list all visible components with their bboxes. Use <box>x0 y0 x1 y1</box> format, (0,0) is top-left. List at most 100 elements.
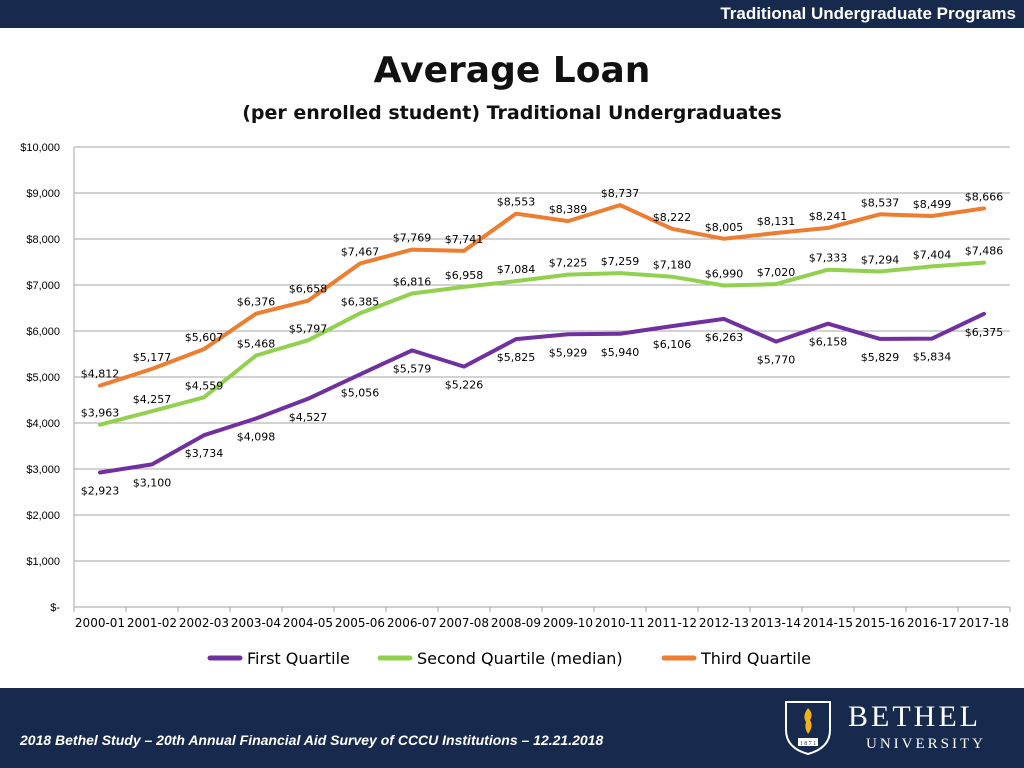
data-label: $6,658 <box>289 283 328 296</box>
y-tick-label: $9,000 <box>26 188 60 200</box>
legend-label: First Quartile <box>247 649 350 668</box>
data-label: $5,825 <box>497 351 536 364</box>
logo-name: BETHEL <box>848 700 981 733</box>
x-tick-label: 2008-09 <box>491 616 541 630</box>
data-label: $2,923 <box>81 485 120 498</box>
data-label: $8,737 <box>601 187 640 200</box>
chart-title: Average Loan <box>373 50 651 91</box>
x-tick-label: 2014-15 <box>803 616 853 630</box>
data-label: $5,056 <box>341 386 380 399</box>
data-label: $5,834 <box>913 351 952 364</box>
data-label: $4,527 <box>289 411 328 424</box>
line-chart: $- $1,000 $2,000 $3,000 $4,000 $5,000 $6,000 $7… <box>20 142 1011 668</box>
data-label: $6,816 <box>393 275 432 288</box>
x-tick-label: 2012-13 <box>699 616 749 630</box>
x-tick-label: 2009-10 <box>543 616 593 630</box>
y-tick-label: $8,000 <box>26 234 60 246</box>
y-tick-label: $6,000 <box>26 326 60 338</box>
data-label: $5,607 <box>185 331 224 344</box>
data-label: $8,241 <box>809 210 848 223</box>
data-label: $7,741 <box>445 233 484 246</box>
y-tick-label: $10,000 <box>20 142 60 154</box>
data-label: $7,486 <box>965 245 1004 258</box>
data-label: $4,812 <box>81 368 120 381</box>
logo-subtitle: UNIVERSITY <box>866 736 986 752</box>
footer-bar: 2018 Bethel Study – 20th Annual Financia… <box>0 688 1024 768</box>
data-label: $6,990 <box>705 267 744 280</box>
data-label: $3,963 <box>81 407 120 420</box>
x-tick-label: 2005-06 <box>335 616 385 630</box>
legend-label: Second Quartile (median) <box>417 649 623 668</box>
x-tick-label: 2007-08 <box>439 616 489 630</box>
y-tick-label: $4,000 <box>26 418 60 430</box>
data-label: $6,385 <box>341 295 380 308</box>
x-tick-label: 2000-01 <box>75 616 125 630</box>
data-label: $5,829 <box>861 351 900 364</box>
data-label: $4,257 <box>133 393 172 406</box>
x-tick-label: 2011-12 <box>647 616 697 630</box>
data-label: $7,294 <box>861 253 900 266</box>
data-label: $5,226 <box>445 379 484 392</box>
data-label: $5,468 <box>237 337 276 350</box>
data-label: $4,098 <box>237 430 276 443</box>
data-label: $5,929 <box>549 346 588 359</box>
data-label: $8,553 <box>497 196 536 209</box>
data-label: $8,537 <box>861 196 900 209</box>
footer-study-text: 2018 Bethel Study – 20th Annual Financia… <box>20 732 604 748</box>
data-label: $7,259 <box>601 255 640 268</box>
x-tick-label: 2017-18 <box>959 616 1009 630</box>
data-label: $8,005 <box>705 221 744 234</box>
y-tick-label: $3,000 <box>26 464 60 476</box>
data-label: $7,180 <box>653 259 692 272</box>
y-tick-label: $5,000 <box>26 372 60 384</box>
series-line-3 <box>98 203 986 388</box>
data-label: $6,158 <box>809 336 848 349</box>
legend-label: Third Quartile <box>700 649 811 668</box>
data-label: $8,131 <box>757 215 796 228</box>
data-label: $5,579 <box>393 362 432 375</box>
data-label: $8,389 <box>549 203 588 216</box>
series-line-1 <box>98 311 986 475</box>
bethel-shield-logo: 1 8 7 1 <box>785 701 831 756</box>
data-label: $8,499 <box>913 198 952 211</box>
series-line-2 <box>98 260 986 427</box>
data-label: $4,559 <box>185 379 224 392</box>
x-tick-label: 2003-04 <box>231 616 281 630</box>
data-label: $6,106 <box>653 338 692 351</box>
data-label: $6,263 <box>705 331 744 344</box>
y-tick-label: $- <box>50 602 60 614</box>
y-tick-label: $1,000 <box>26 556 60 568</box>
data-label: $7,020 <box>757 266 796 279</box>
data-label: $5,940 <box>601 346 640 359</box>
program-title: Traditional Undergraduate Programs <box>720 4 1016 23</box>
data-label: $7,404 <box>913 248 952 261</box>
header-bar: Traditional Undergraduate Programs <box>0 0 1024 28</box>
x-tick-label: 2013-14 <box>751 616 801 630</box>
data-label: $7,467 <box>341 246 380 259</box>
data-label: $7,333 <box>809 252 848 265</box>
x-tick-label: 2006-07 <box>387 616 437 630</box>
data-label: $7,225 <box>549 257 588 270</box>
data-label: $6,376 <box>237 296 276 309</box>
y-tick-label: $2,000 <box>26 510 60 522</box>
data-label: $6,375 <box>965 326 1004 339</box>
logo-year: 1 8 7 1 <box>800 741 817 747</box>
data-label: $7,084 <box>497 263 536 276</box>
x-tick-label: 2002-03 <box>179 616 229 630</box>
data-label: $5,770 <box>757 354 796 367</box>
x-tick-label: 2001-02 <box>127 616 177 630</box>
x-tick-label: 2015-16 <box>855 616 905 630</box>
y-tick-label: $7,000 <box>26 280 60 292</box>
x-tick-label: 2004-05 <box>283 616 333 630</box>
x-tick-label: 2010-11 <box>595 616 645 630</box>
data-label: $5,797 <box>289 322 328 335</box>
data-label: $5,177 <box>133 351 172 364</box>
data-label: $8,222 <box>653 211 692 224</box>
data-label: $8,666 <box>965 190 1004 203</box>
data-label: $7,769 <box>393 232 432 245</box>
data-label: $3,734 <box>185 447 224 460</box>
x-tick-label: 2016-17 <box>907 616 957 630</box>
chart-subtitle: (per enrolled student) Traditional Under… <box>242 102 782 124</box>
data-label: $6,958 <box>445 269 484 282</box>
data-label: $3,100 <box>133 476 172 489</box>
